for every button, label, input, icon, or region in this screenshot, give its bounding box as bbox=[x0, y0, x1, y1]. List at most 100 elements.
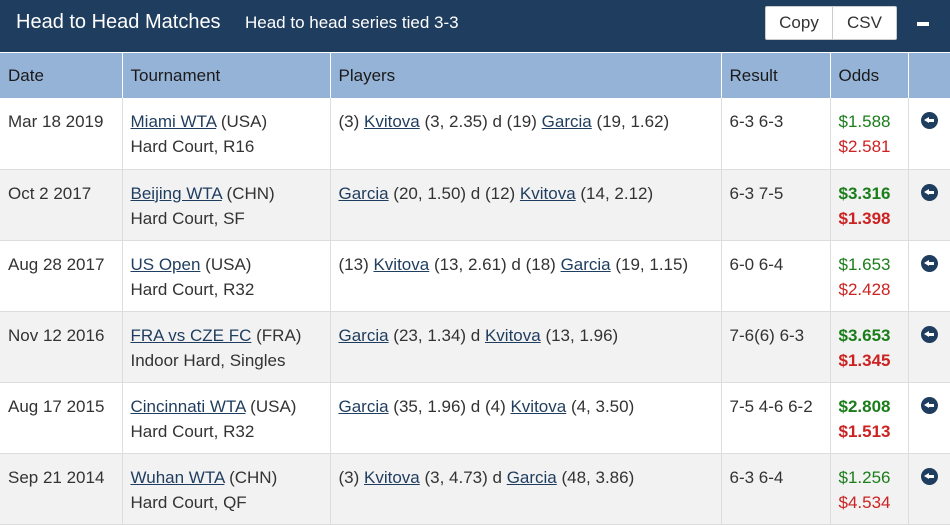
winner-odds: $3.653 bbox=[838, 325, 891, 345]
tournament-surface: Hard Court, QF bbox=[130, 492, 247, 512]
tournament-surface: Indoor Hard, Singles bbox=[130, 350, 286, 370]
players-cell: Garcia (20, 1.50) d (12) Kvitova (14, 2.… bbox=[330, 169, 722, 241]
player-stats: (13, 1.96) bbox=[540, 325, 619, 345]
player-stats: (13, 2.61) d (18) bbox=[429, 254, 561, 274]
odds-cell: $2.808 $1.513 bbox=[830, 382, 909, 454]
players-cell: Garcia (35, 1.96) d (4) Kvitova (4, 3.50… bbox=[330, 382, 722, 454]
player-link[interactable]: Kvitova bbox=[373, 254, 430, 274]
circle-arrow-left-icon[interactable] bbox=[920, 254, 938, 272]
tournament-country: (USA) bbox=[245, 396, 297, 416]
player-link[interactable]: Garcia bbox=[338, 325, 389, 345]
player-link[interactable]: Garcia bbox=[338, 396, 389, 416]
player-stats: (48, 3.86) bbox=[556, 467, 635, 487]
player-link[interactable]: Garcia bbox=[506, 467, 557, 487]
player-link[interactable]: Kvitova bbox=[364, 112, 420, 131]
copy-button[interactable]: Copy bbox=[765, 6, 833, 40]
column-header-tournament[interactable]: Tournament bbox=[122, 53, 331, 98]
tournament-cell: Cincinnati WTA (USA) Hard Court, R32 bbox=[122, 382, 331, 454]
odds-cell: $1.588 $2.581 bbox=[830, 98, 909, 170]
winner-odds: $1.653 bbox=[838, 254, 891, 274]
loser-odds: $2.581 bbox=[838, 137, 891, 156]
player-stats: (3, 2.35) d (19) bbox=[419, 112, 542, 131]
action-cell bbox=[908, 382, 950, 454]
tournament-cell: US Open (USA) Hard Court, R32 bbox=[122, 240, 331, 312]
circle-arrow-left-icon[interactable] bbox=[920, 325, 938, 343]
player-seed: (3) bbox=[338, 112, 364, 131]
odds-cell: $1.256 $4.534 bbox=[830, 453, 909, 525]
tournament-surface: Hard Court, R32 bbox=[130, 421, 255, 441]
tournament-link[interactable]: Beijing WTA bbox=[130, 183, 222, 203]
player-link[interactable]: Garcia bbox=[560, 254, 611, 274]
player-stats: (23, 1.34) d bbox=[388, 325, 485, 345]
winner-odds: $2.808 bbox=[838, 396, 891, 416]
player-stats: (35, 1.96) d (4) bbox=[388, 396, 511, 416]
loser-odds: $1.398 bbox=[838, 208, 891, 228]
player-link[interactable]: Garcia bbox=[541, 112, 592, 131]
circle-arrow-left-icon[interactable] bbox=[920, 112, 938, 129]
tournament-link[interactable]: Cincinnati WTA bbox=[130, 396, 246, 416]
tournament-country: (CHN) bbox=[221, 183, 275, 203]
tournament-link[interactable]: US Open bbox=[130, 254, 201, 274]
minus-icon[interactable] bbox=[917, 22, 929, 26]
table-header-row: Date Tournament Players Result Odds bbox=[0, 53, 950, 98]
tournament-surface: Hard Court, R32 bbox=[130, 279, 255, 299]
players-cell: Garcia (23, 1.34) d Kvitova (13, 1.96) bbox=[330, 311, 722, 383]
action-cell bbox=[908, 453, 950, 525]
player-seed: (13) bbox=[338, 254, 374, 274]
action-cell bbox=[908, 98, 950, 170]
player-seed: (3) bbox=[338, 467, 364, 487]
circle-arrow-left-icon[interactable] bbox=[920, 467, 938, 485]
match-result: 6-3 6-4 bbox=[721, 453, 831, 525]
tournament-surface: Hard Court, R16 bbox=[130, 137, 255, 156]
players-cell: (3) Kvitova (3, 4.73) d Garcia (48, 3.86… bbox=[330, 453, 722, 525]
loser-odds: $4.534 bbox=[838, 492, 891, 512]
player-link[interactable]: Garcia bbox=[338, 183, 389, 203]
match-result: 6-3 6-3 bbox=[721, 98, 831, 170]
player-stats: (19, 1.15) bbox=[610, 254, 689, 274]
tournament-surface: Hard Court, SF bbox=[130, 208, 245, 228]
winner-odds: $1.588 bbox=[838, 112, 891, 131]
tournament-cell: Wuhan WTA (CHN) Hard Court, QF bbox=[122, 453, 331, 525]
table-row: Nov 12 2016 FRA vs CZE FC (FRA) Indoor Ha… bbox=[0, 311, 950, 383]
player-stats: (3, 4.73) d bbox=[419, 467, 507, 487]
match-result: 6-3 7-5 bbox=[721, 169, 831, 241]
player-link[interactable]: Kvitova bbox=[484, 325, 541, 345]
tournament-country: (USA) bbox=[216, 112, 268, 131]
player-link[interactable]: Kvitova bbox=[519, 183, 576, 203]
csv-button[interactable]: CSV bbox=[833, 6, 897, 40]
player-link[interactable]: Kvitova bbox=[364, 467, 420, 487]
column-header-actions bbox=[908, 53, 950, 98]
circle-arrow-left-icon[interactable] bbox=[920, 396, 938, 414]
match-date: Oct 2 2017 bbox=[0, 169, 123, 241]
column-header-date[interactable]: Date bbox=[0, 53, 123, 98]
matches-table: Date Tournament Players Result Odds Mar … bbox=[0, 53, 950, 525]
loser-odds: $1.513 bbox=[838, 421, 891, 441]
odds-cell: $1.653 $2.428 bbox=[830, 240, 909, 312]
column-header-odds[interactable]: Odds bbox=[830, 53, 909, 98]
match-date: Sep 21 2014 bbox=[0, 453, 123, 525]
action-cell bbox=[908, 240, 950, 312]
match-date: Aug 17 2015 bbox=[0, 382, 123, 454]
panel-header: Head to Head Matches Head to head series… bbox=[0, 0, 950, 52]
player-link[interactable]: Kvitova bbox=[510, 396, 567, 416]
match-date: Mar 18 2019 bbox=[0, 98, 123, 170]
match-result: 7-5 4-6 6-2 bbox=[721, 382, 831, 454]
player-stats: (14, 2.12) bbox=[575, 183, 654, 203]
table-row: Sep 21 2014 Wuhan WTA (CHN) Hard Court, Q… bbox=[0, 453, 950, 525]
column-header-result[interactable]: Result bbox=[721, 53, 831, 98]
export-button-group: Copy CSV bbox=[765, 6, 897, 40]
tournament-link[interactable]: FRA vs CZE FC bbox=[130, 325, 252, 345]
loser-odds: $2.428 bbox=[838, 279, 891, 299]
odds-cell: $3.316 $1.398 bbox=[830, 169, 909, 241]
action-cell bbox=[908, 311, 950, 383]
match-date: Aug 28 2017 bbox=[0, 240, 123, 312]
circle-arrow-left-icon[interactable] bbox=[920, 183, 938, 201]
loser-odds: $1.345 bbox=[838, 350, 891, 370]
tournament-link[interactable]: Miami WTA bbox=[130, 112, 217, 131]
odds-cell: $3.653 $1.345 bbox=[830, 311, 909, 383]
column-header-players[interactable]: Players bbox=[330, 53, 722, 98]
tournament-cell: Miami WTA (USA) Hard Court, R16 bbox=[122, 98, 331, 170]
tournament-link[interactable]: Wuhan WTA bbox=[130, 467, 225, 487]
series-summary: Head to head series tied 3-3 bbox=[245, 13, 459, 32]
winner-odds: $1.256 bbox=[838, 467, 891, 487]
